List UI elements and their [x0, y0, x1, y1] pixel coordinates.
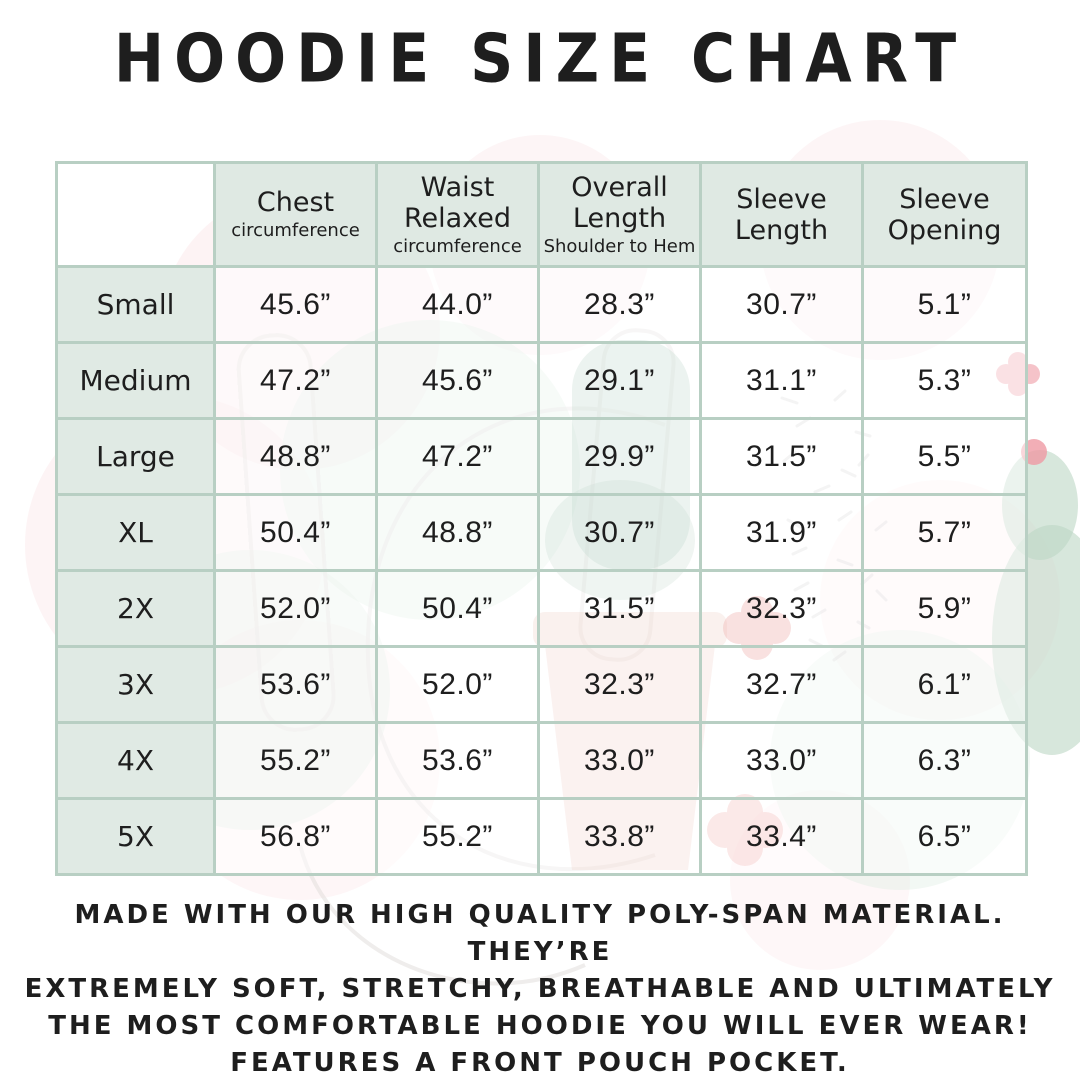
cell-value: 33.0” [537, 721, 702, 800]
cell-value: 5.5” [861, 417, 1028, 496]
cell-value: 32.3” [537, 645, 702, 724]
column-header-overall-length: Overall Length Shoulder to Hem [537, 161, 702, 268]
column-header-label: Sleeve Opening [887, 183, 1002, 246]
row-label-large: Large [55, 417, 216, 496]
cell-value: 33.4” [699, 797, 864, 876]
table-row-xl: XL 50.4” 48.8” 30.7” 31.9” 5.7” [55, 493, 1028, 572]
cell-value: 50.4” [375, 569, 540, 648]
cell-value: 55.2” [213, 721, 378, 800]
table-row-large: Large 48.8” 47.2” 29.9” 31.5” 5.5” [55, 417, 1028, 496]
table-row-medium: Medium 47.2” 45.6” 29.1” 31.1” 5.3” [55, 341, 1028, 420]
cell-value: 31.5” [537, 569, 702, 648]
cell-value: 53.6” [375, 721, 540, 800]
cell-value: 28.3” [537, 265, 702, 344]
description-line: FEATURES A FRONT POUCH POCKET. [230, 1048, 850, 1078]
table-row-3x: 3X 53.6” 52.0” 32.3” 32.7” 6.1” [55, 645, 1028, 724]
header-row: Chest circumference Waist Relaxed circum… [55, 161, 1028, 268]
row-label-xl: XL [55, 493, 216, 572]
cell-value: 47.2” [213, 341, 378, 420]
corner-blank-cell [55, 161, 216, 268]
table-row-4x: 4X 55.2” 53.6” 33.0” 33.0” 6.3” [55, 721, 1028, 800]
cell-value: 6.3” [861, 721, 1028, 800]
column-header-waist: Waist Relaxed circumference [375, 161, 540, 268]
cell-value: 5.3” [861, 341, 1028, 420]
description-line: MADE WITH OUR HIGH QUALITY POLY-SPAN MAT… [74, 900, 1006, 967]
cell-value: 32.7” [699, 645, 864, 724]
row-label-small: Small [55, 265, 216, 344]
cell-value: 5.1” [861, 265, 1028, 344]
column-header-label: Chest [256, 187, 335, 218]
cell-value: 53.6” [213, 645, 378, 724]
column-header-label: Overall Length [571, 171, 668, 234]
cell-value: 30.7” [699, 265, 864, 344]
size-chart-table: Chest circumference Waist Relaxed circum… [55, 161, 1028, 876]
cell-value: 48.8” [375, 493, 540, 572]
cell-value: 5.7” [861, 493, 1028, 572]
page-title: HOODIE SIZE CHART [113, 19, 967, 99]
cell-value: 47.2” [375, 417, 540, 496]
column-header-sublabel: Shoulder to Hem [543, 235, 696, 257]
row-label-3x: 3X [55, 645, 216, 724]
row-label-medium: Medium [55, 341, 216, 420]
description: MADE WITH OUR HIGH QUALITY POLY-SPAN MAT… [0, 897, 1080, 1080]
column-header-label: Sleeve Length [734, 183, 829, 246]
cell-value: 44.0” [375, 265, 540, 344]
row-label-4x: 4X [55, 721, 216, 800]
cell-value: 31.1” [699, 341, 864, 420]
cell-value: 31.9” [699, 493, 864, 572]
cell-value: 31.5” [699, 417, 864, 496]
table-row-2x: 2X 52.0” 50.4” 31.5” 32.3” 5.9” [55, 569, 1028, 648]
cell-value: 55.2” [375, 797, 540, 876]
description-line: THE MOST COMFORTABLE HOODIE YOU WILL EVE… [48, 1011, 1032, 1041]
column-header-chest: Chest circumference [213, 161, 378, 268]
cell-value: 30.7” [537, 493, 702, 572]
cell-value: 45.6” [375, 341, 540, 420]
pink-flower-icon [1021, 439, 1047, 465]
cell-value: 52.0” [213, 569, 378, 648]
column-header-sublabel: circumference [231, 220, 360, 241]
cell-value: 6.1” [861, 645, 1028, 724]
cell-value: 6.5” [861, 797, 1028, 876]
column-header-sleeve-length: Sleeve Length [699, 161, 864, 268]
cell-value: 52.0” [375, 645, 540, 724]
cell-value: 32.3” [699, 569, 864, 648]
row-label-2x: 2X [55, 569, 216, 648]
cell-value: 29.9” [537, 417, 702, 496]
cell-value: 33.8” [537, 797, 702, 876]
table-row-5x: 5X 56.8” 55.2” 33.8” 33.4” 6.5” [55, 797, 1028, 876]
cell-value: 29.1” [537, 341, 702, 420]
column-header-sleeve-opening: Sleeve Opening [861, 161, 1028, 268]
cell-value: 56.8” [213, 797, 378, 876]
column-header-label: Waist Relaxed [403, 171, 512, 234]
cell-value: 33.0” [699, 721, 864, 800]
cell-value: 48.8” [213, 417, 378, 496]
cell-value: 5.9” [861, 569, 1028, 648]
cell-value: 50.4” [213, 493, 378, 572]
description-line: EXTREMELY SOFT, STRETCHY, BREATHABLE AND… [24, 974, 1056, 1004]
column-header-sublabel: circumference [393, 235, 522, 257]
row-label-5x: 5X [55, 797, 216, 876]
cell-value: 45.6” [213, 265, 378, 344]
table-row-small: Small 45.6” 44.0” 28.3” 30.7” 5.1” [55, 265, 1028, 344]
